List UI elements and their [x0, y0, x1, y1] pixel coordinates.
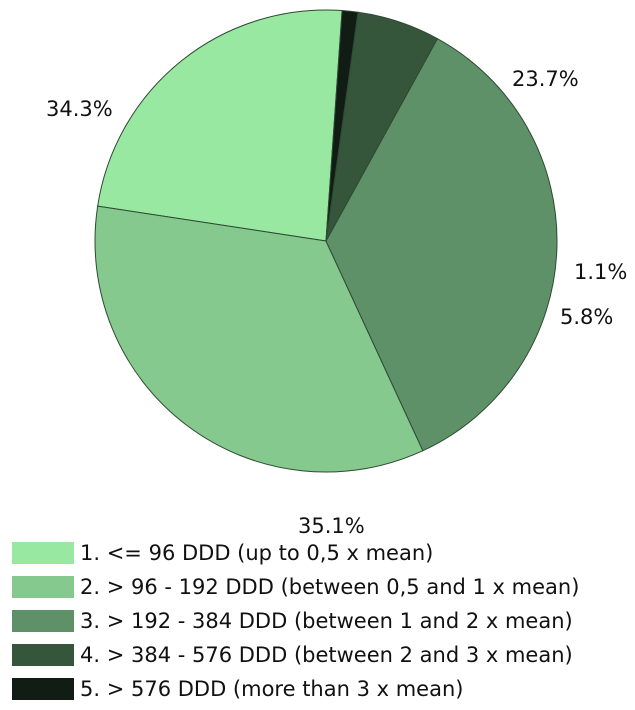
data-label-slice-1: 23.7%	[512, 67, 579, 91]
legend-label-1: 1. <= 96 DDD (up to 0,5 x mean)	[80, 541, 434, 565]
legend-label-4: 4. > 384 - 576 DDD (between 2 and 3 x me…	[80, 643, 573, 667]
legend-swatch-5	[12, 678, 74, 700]
data-label-slice-5: 1.1%	[574, 260, 627, 284]
pie-slice-2	[94, 205, 424, 473]
legend-item-3: 3. > 192 - 384 DDD (between 1 and 2 x me…	[12, 604, 632, 638]
legend-item-2: 2. > 96 - 192 DDD (between 0,5 and 1 x m…	[12, 570, 632, 604]
data-label-slice-2: 34.3%	[46, 97, 113, 121]
pie-slice-1	[97, 9, 343, 242]
legend-swatch-4	[12, 644, 74, 666]
legend-label-2: 2. > 96 - 192 DDD (between 0,5 and 1 x m…	[80, 575, 580, 599]
legend: 1. <= 96 DDD (up to 0,5 x mean) 2. > 96 …	[12, 536, 632, 706]
legend-swatch-2	[12, 576, 74, 598]
pie-slice-5	[325, 10, 359, 242]
legend-item-1: 1. <= 96 DDD (up to 0,5 x mean)	[12, 536, 632, 570]
data-label-slice-3: 35.1%	[298, 514, 365, 538]
legend-label-5: 5. > 576 DDD (more than 3 x mean)	[80, 677, 464, 701]
pie-data-labels: 23.7% 34.3% 35.1% 5.8% 1.1%	[46, 67, 627, 538]
legend-label-3: 3. > 192 - 384 DDD (between 1 and 2 x me…	[80, 609, 573, 633]
legend-item-5: 5. > 576 DDD (more than 3 x mean)	[12, 672, 632, 706]
pie-slice-3	[325, 38, 558, 452]
legend-swatch-3	[12, 610, 74, 632]
legend-swatch-1	[12, 542, 74, 564]
data-label-slice-4: 5.8%	[560, 305, 613, 329]
pie-slices	[94, 9, 558, 473]
legend-item-4: 4. > 384 - 576 DDD (between 2 and 3 x me…	[12, 638, 632, 672]
